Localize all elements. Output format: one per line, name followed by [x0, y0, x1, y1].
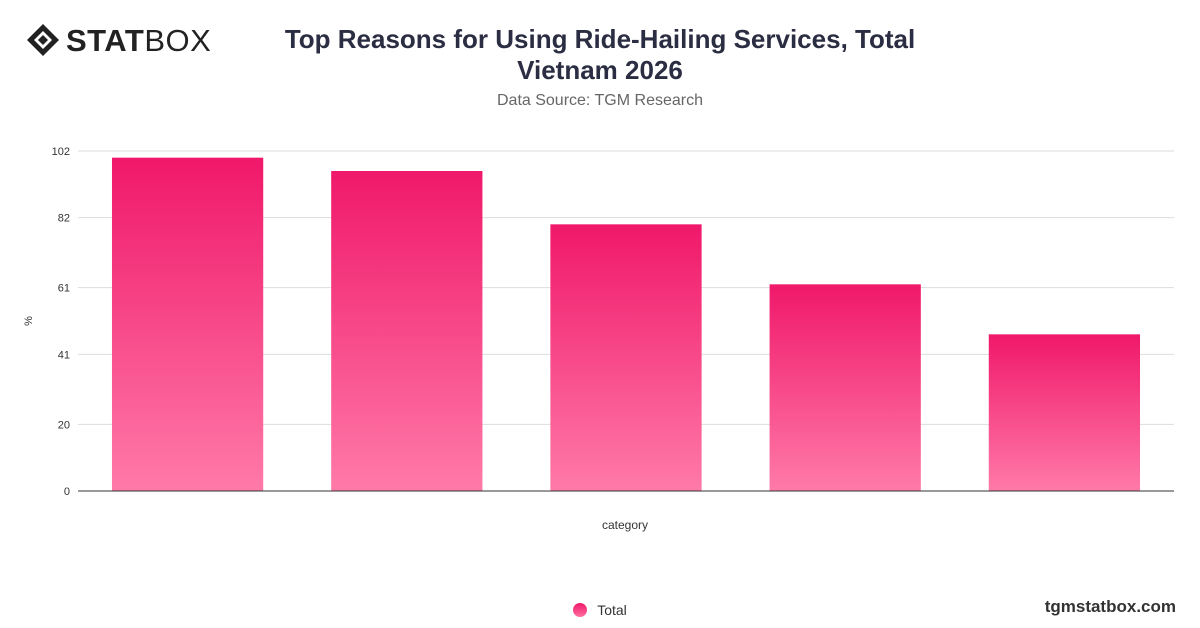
y-tick-label: 20	[58, 419, 70, 431]
axes: 0 20 41 61 82 102 category%	[23, 146, 1174, 532]
chart-title: Top Reasons for Using Ride-Hailing Servi…	[250, 24, 950, 86]
bar-2[interactable]	[331, 171, 483, 491]
y-tick-label: 61	[58, 283, 70, 295]
chart-title-line2: Vietnam 2026	[517, 55, 683, 85]
bars	[111, 157, 1141, 492]
x-axis-title: category	[602, 518, 648, 532]
logo-text-light: BOX	[144, 22, 212, 58]
bar-4[interactable]	[769, 284, 921, 491]
legend[interactable]: Total	[0, 602, 1200, 620]
chart-title-line1: Top Reasons for Using Ride-Hailing Servi…	[284, 24, 916, 54]
statbox-logo: STATBOX	[26, 22, 211, 58]
legend-swatch	[573, 603, 588, 617]
statbox-diamond-icon	[27, 24, 59, 56]
logo-text-bold: STAT	[66, 22, 145, 58]
bar-1[interactable]	[111, 157, 264, 491]
y-tick-label: 102	[52, 146, 70, 158]
y-tick-label: 82	[58, 213, 70, 225]
y-axis-title: %	[23, 316, 35, 326]
bar-3[interactable]	[550, 224, 702, 492]
legend-label: Total	[597, 602, 627, 618]
bar-5[interactable]	[988, 334, 1141, 491]
chart-subtitle: Data Source: TGM Research	[496, 92, 703, 109]
y-tick-label: 0	[64, 486, 70, 498]
logo-text: STATBOX	[66, 25, 211, 56]
footer-site-link[interactable]: tgmstatbox.com	[1044, 597, 1176, 616]
y-tick-label: 41	[58, 349, 70, 361]
